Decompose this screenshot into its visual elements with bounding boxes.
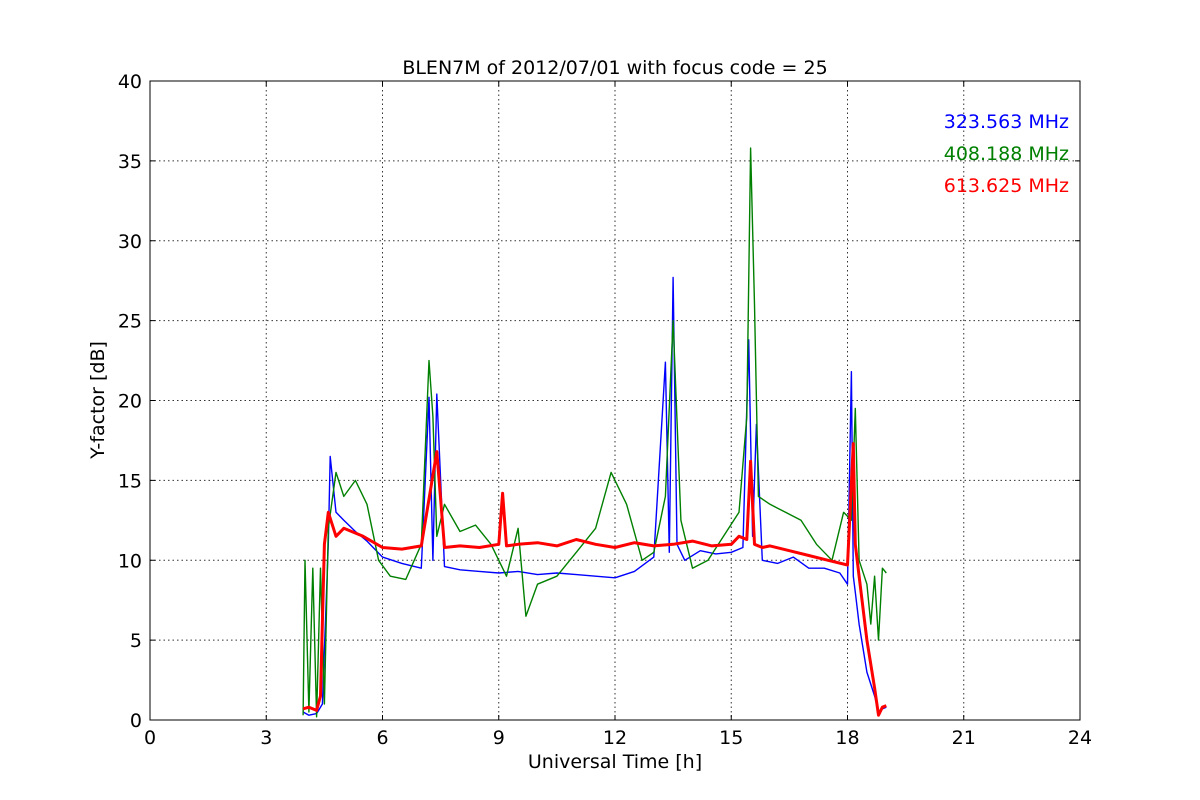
x-tick-label: 0: [144, 727, 156, 749]
y-tick-label: 10: [118, 550, 142, 572]
x-axis-label: Universal Time [h]: [528, 751, 702, 773]
y-tick-label: 35: [118, 151, 142, 173]
x-tick-label: 6: [376, 727, 388, 749]
y-tick-label: 40: [118, 71, 142, 93]
x-tick-label: 3: [260, 727, 272, 749]
x-tick-label: 21: [952, 727, 976, 749]
x-tick-label: 15: [719, 727, 743, 749]
legend-entry-2: 613.625 MHz: [944, 175, 1069, 197]
series-line-1: [302, 147, 887, 718]
y-axis-label: Y-factor [dB]: [87, 341, 109, 460]
x-tick-label: 24: [1068, 727, 1092, 749]
y-tick-label: 20: [118, 391, 142, 413]
legend: 323.563 MHz 408.188 MHz 613.625 MHz: [944, 111, 1069, 197]
chart-title: BLEN7M of 2012/07/01 with focus code = 2…: [402, 57, 827, 79]
x-tick-label: 12: [603, 727, 627, 749]
ticks: 0 3 6 9 12 15 18 21 24 0 5 10 15 20 25 30 35 40: [118, 71, 1092, 749]
y-tick-label: 15: [118, 470, 142, 492]
y-tick-label: 0: [130, 710, 142, 732]
series-layer: [302, 147, 887, 718]
series-line-0: [302, 276, 887, 716]
legend-entry-1: 408.188 MHz: [944, 143, 1069, 165]
y-tick-label: 5: [130, 630, 142, 652]
series-line-2: [302, 442, 887, 717]
x-tick-label: 18: [835, 727, 859, 749]
grid: [150, 81, 1080, 720]
y-tick-label: 25: [118, 311, 142, 333]
y-tick-label: 30: [118, 231, 142, 253]
legend-entry-0: 323.563 MHz: [944, 111, 1069, 133]
x-tick-label: 9: [493, 727, 505, 749]
